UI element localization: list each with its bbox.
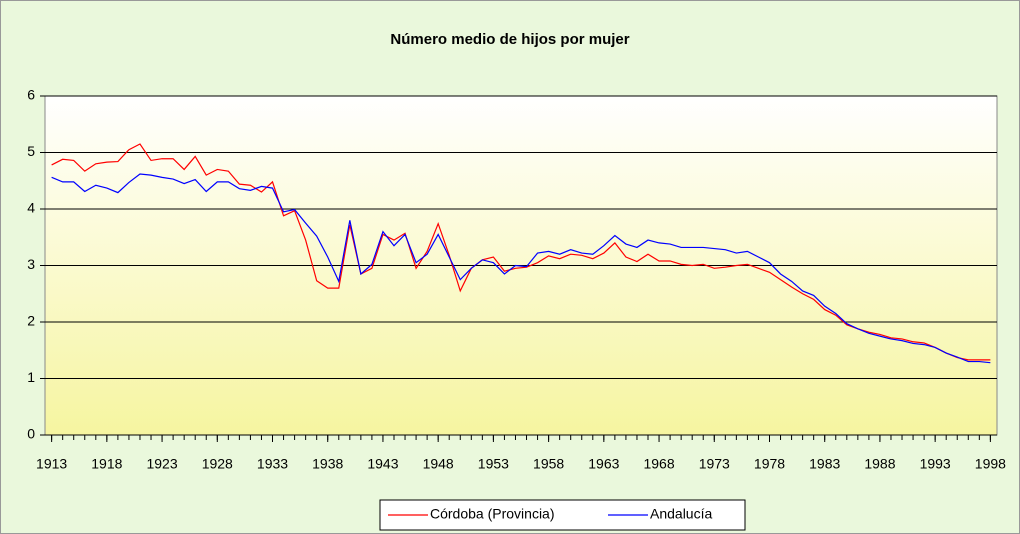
- x-tick-label: 1943: [367, 456, 398, 472]
- y-tick-label: 5: [27, 143, 35, 159]
- data-line: [51, 143, 991, 361]
- y-tick-label: 6: [27, 87, 35, 103]
- x-tick-label: 1913: [36, 456, 67, 472]
- x-tick-label: 1968: [643, 456, 674, 472]
- x-tick-label: 1918: [91, 456, 122, 472]
- y-tick-label: 0: [27, 426, 35, 442]
- x-tick-label: 1953: [478, 456, 509, 472]
- x-tick-label: 1983: [809, 456, 840, 472]
- x-tick-label: 1998: [975, 456, 1006, 472]
- x-tick-label: 1978: [754, 456, 785, 472]
- x-tick-label: 1923: [146, 456, 177, 472]
- x-tick-label: 1938: [312, 456, 343, 472]
- legend-label: Córdoba (Provincia): [430, 506, 555, 522]
- x-tick-label: 1988: [864, 456, 895, 472]
- x-tick-label: 1958: [533, 456, 564, 472]
- legend: [379, 499, 746, 531]
- x-tick-label: 1948: [423, 456, 454, 472]
- chart-title: Número medio de hijos por mujer: [390, 31, 629, 48]
- legend-label: Andalucía: [650, 506, 712, 522]
- x-tick-label: 1993: [920, 456, 951, 472]
- y-tick-label: 4: [27, 200, 35, 216]
- y-tick-label: 1: [27, 369, 35, 385]
- x-tick-label: 1963: [588, 456, 619, 472]
- y-tick-label: 2: [27, 313, 35, 329]
- y-tick-label: 3: [27, 256, 35, 272]
- x-tick-label: 1973: [699, 456, 730, 472]
- x-tick-label: 1933: [257, 456, 288, 472]
- data-line: [51, 173, 991, 364]
- x-tick-label: 1928: [202, 456, 233, 472]
